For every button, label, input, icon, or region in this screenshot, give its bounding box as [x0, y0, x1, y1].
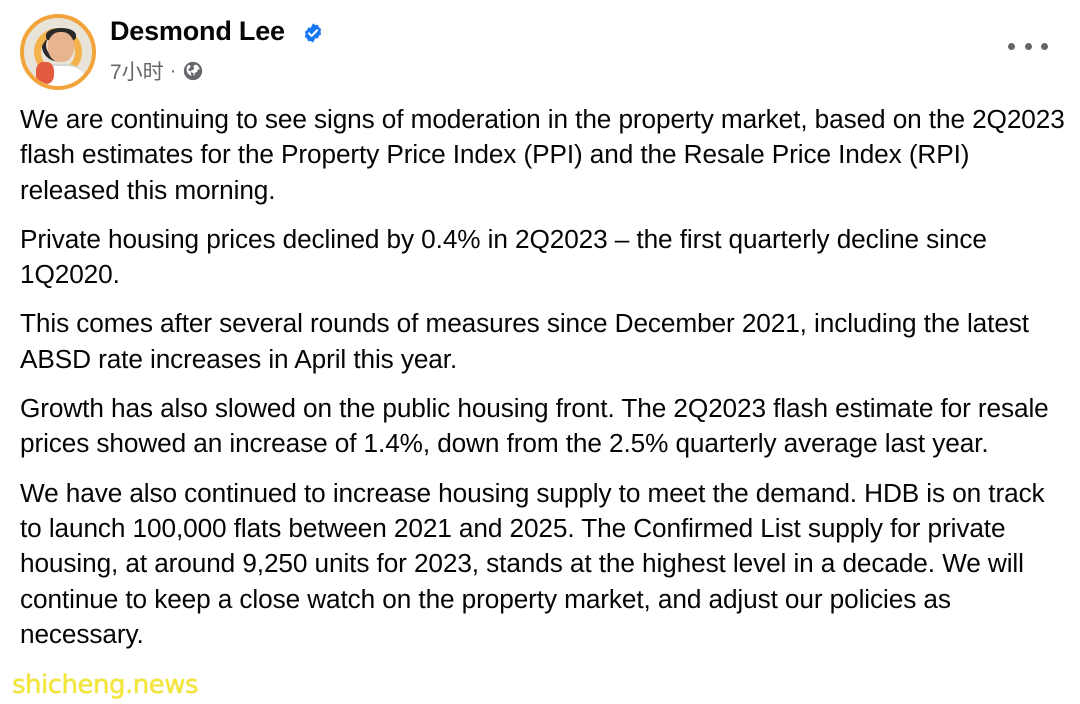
post-header: Desmond Lee 7小时 · — [20, 14, 1060, 94]
globe-icon[interactable] — [182, 60, 204, 82]
more-dot — [1008, 42, 1015, 50]
more-dot — [1024, 42, 1032, 50]
meta-separator: · — [169, 59, 177, 82]
post-meta: 7小时 · — [110, 56, 204, 86]
author-avatar[interactable] — [20, 14, 96, 90]
post-paragraph: We have also continued to increase housi… — [20, 477, 1045, 649]
post-time[interactable]: 7小时 — [110, 61, 164, 84]
author-name[interactable]: Desmond Lee — [110, 16, 285, 46]
verified-badge-icon — [304, 23, 322, 43]
avatar-mascot — [36, 62, 54, 84]
post-paragraph: Growth has also slowed on the public hou… — [20, 393, 1049, 459]
post-paragraph: Private housing prices declined by 0.4% … — [20, 223, 987, 290]
post-body: We are continuing to see signs of modera… — [20, 102, 1068, 666]
watermark-text: shicheng.news — [12, 670, 199, 700]
more-options-icon[interactable] — [1008, 36, 1048, 56]
post-paragraph: This comes after several rounds of measu… — [20, 308, 1029, 374]
post-paragraph: We are continuing to see signs of modera… — [20, 104, 1065, 205]
avatar-face — [48, 32, 74, 62]
more-dot — [1041, 42, 1048, 50]
